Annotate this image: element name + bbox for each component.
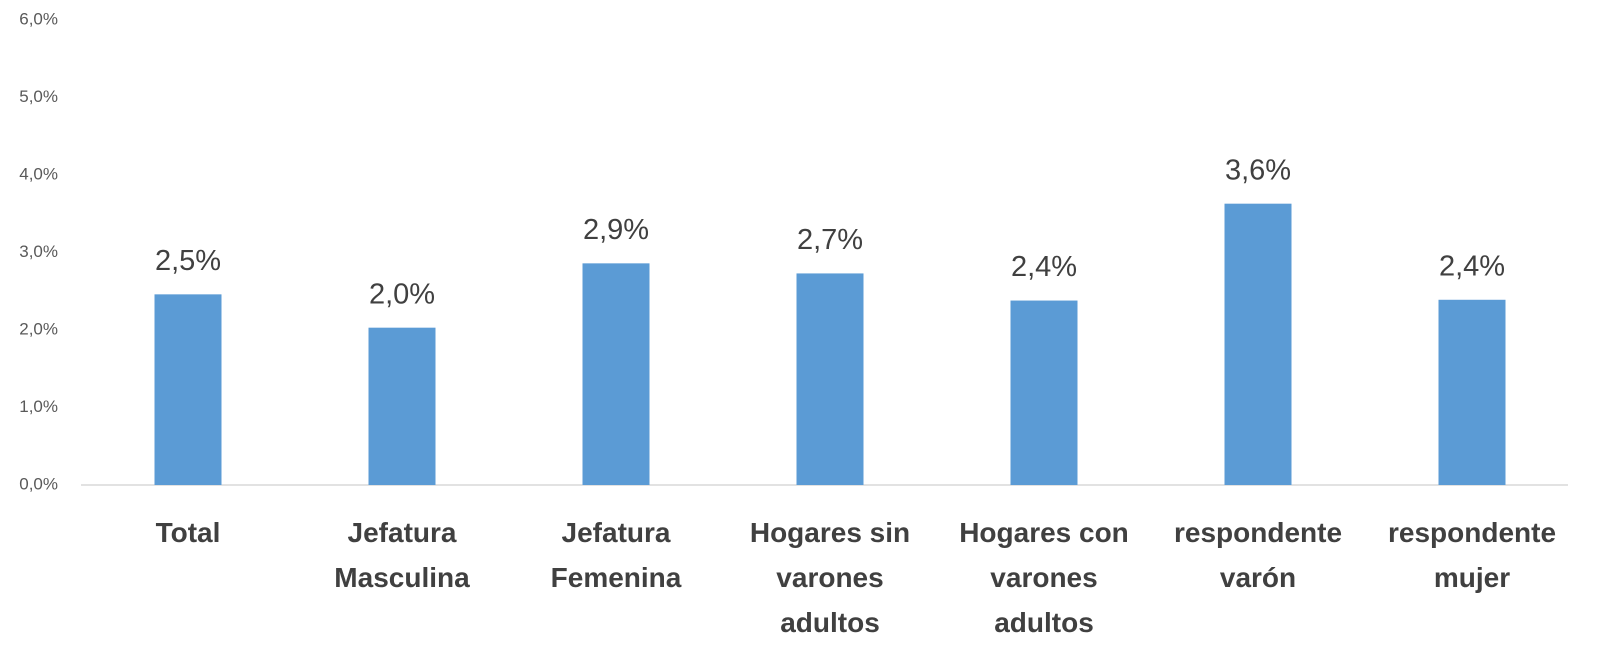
x-tick-label: respondente mujer	[1387, 517, 1557, 593]
y-tick-label: 3,0%	[19, 242, 58, 261]
value-label: 2,9%	[583, 214, 649, 246]
x-tick-label: Jefatura Masculina	[334, 517, 470, 593]
value-label: 2,5%	[155, 245, 221, 277]
bar	[582, 263, 650, 485]
bar	[368, 327, 436, 485]
value-label: 2,4%	[1011, 251, 1077, 283]
value-label: 3,6%	[1225, 154, 1291, 186]
bar	[1010, 300, 1078, 485]
bar	[154, 294, 222, 485]
y-tick-label: 4,0%	[19, 164, 58, 183]
y-tick-label: 1,0%	[19, 397, 58, 416]
bar	[1224, 203, 1292, 486]
y-tick-label: 2,0%	[19, 319, 58, 338]
value-label: 2,7%	[797, 224, 863, 256]
value-label: 2,4%	[1439, 250, 1505, 282]
y-tick-label: 5,0%	[19, 87, 58, 106]
value-label: 2,0%	[369, 278, 435, 310]
x-tick-label: respondente varón	[1173, 517, 1343, 593]
y-tick-label: 0,0%	[19, 474, 58, 493]
y-tick-label: 6,0%	[19, 9, 58, 28]
x-tick-label: Total	[155, 517, 221, 548]
x-tick-label: Hogares sin varones adultos	[749, 517, 911, 638]
x-tick-label: Hogares con varones adultos	[959, 517, 1129, 638]
x-tick-label: Jefatura Femenina	[550, 517, 682, 593]
bar	[796, 273, 864, 485]
bar	[1438, 299, 1506, 485]
